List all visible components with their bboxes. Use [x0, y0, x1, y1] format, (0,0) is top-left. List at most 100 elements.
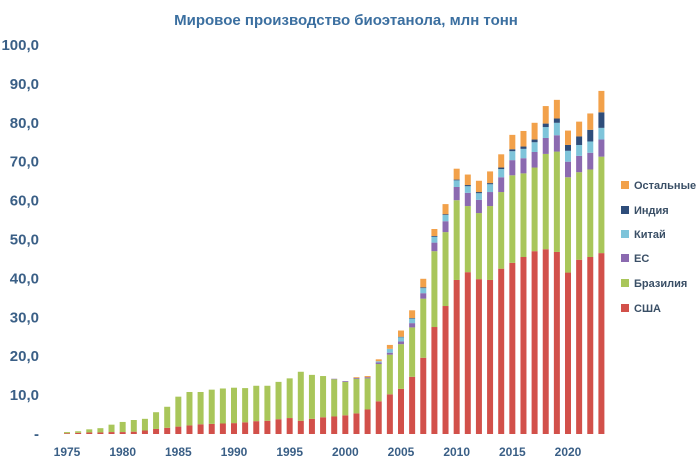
x-tick-label: 1980 [109, 445, 136, 459]
bar-segment [553, 251, 560, 434]
y-tick-label: 20,0 [10, 348, 39, 365]
bar-segment [487, 192, 494, 207]
bar-segment [464, 185, 471, 187]
bar-segment [509, 175, 516, 263]
bar-segment [431, 236, 438, 237]
bar-segment [398, 337, 404, 342]
bar-segment [331, 379, 338, 417]
bar-segment [364, 409, 371, 434]
bar-segment [286, 378, 293, 419]
bar-segment [119, 421, 126, 433]
bar-segment [375, 401, 382, 434]
y-tick-label: 70,0 [10, 154, 39, 171]
legend-label: ЕС [634, 253, 649, 265]
bar-segment [186, 391, 193, 426]
bar-segment [420, 293, 427, 299]
bar-segment [398, 330, 404, 337]
bar-segment [553, 99, 560, 119]
legend-label: Китай [634, 229, 666, 241]
bar-segment [253, 421, 260, 434]
bar-segment [464, 186, 471, 193]
bar-segment [197, 391, 204, 425]
legend-swatch [621, 206, 629, 214]
bar-segment [565, 130, 571, 145]
bar-segment [275, 419, 282, 434]
x-tick-label: 1990 [221, 445, 248, 459]
bar-segment [453, 179, 460, 181]
bar-segment [97, 432, 104, 434]
bar-segment [420, 287, 427, 289]
bar-segment [331, 416, 338, 434]
bar-segment [576, 155, 583, 173]
legend-label: Индия [634, 205, 669, 217]
bar-segment [297, 420, 304, 434]
bar-segment [576, 136, 583, 145]
x-tick-label: 2020 [555, 445, 582, 459]
bar-segment [420, 298, 427, 358]
bar-segment [598, 139, 605, 157]
bar-segment [409, 318, 416, 319]
y-tick-label: 50,0 [10, 232, 39, 249]
bar-segment [576, 259, 583, 434]
bar-segment [375, 362, 382, 364]
bar-segment [108, 424, 115, 433]
bar-segment [498, 177, 505, 193]
bar-segment [386, 354, 393, 395]
bar-segment [475, 192, 482, 194]
bar-segment [587, 152, 594, 170]
bar-segment [164, 406, 171, 428]
bar-segment [64, 433, 70, 434]
bar-segment [208, 423, 215, 434]
x-tick-label: 1985 [165, 445, 192, 459]
bar-segment [475, 279, 482, 434]
bar-segment [353, 378, 360, 414]
bar-segment [375, 359, 382, 362]
bar-segment [398, 344, 404, 389]
bars [64, 90, 605, 434]
bar-segment [509, 134, 516, 150]
bar-segment [498, 167, 505, 170]
y-tick-label: 80,0 [10, 115, 39, 132]
bar-segment [553, 122, 560, 136]
bar-segment [475, 213, 482, 280]
bar-segment [442, 221, 449, 233]
x-tick-label: 2010 [443, 445, 470, 459]
bar-segment [509, 151, 516, 161]
bar-segment [364, 377, 371, 379]
bar-segment [286, 418, 293, 434]
bar-segment [498, 192, 505, 269]
bar-segment [509, 149, 516, 152]
bar-segment [442, 214, 449, 215]
bar-segment [398, 388, 404, 434]
y-tick-label: 10,0 [10, 387, 39, 404]
bar-segment [509, 160, 516, 176]
bar-segment [153, 428, 160, 434]
bar-segment [386, 344, 393, 349]
bar-segment [119, 432, 126, 434]
bar-segment [487, 183, 494, 185]
bar-segment [587, 257, 594, 434]
bar-segment [431, 236, 438, 243]
x-tick-label: 2000 [332, 445, 359, 459]
bar-segment [509, 262, 516, 434]
y-tick-label: - [34, 426, 39, 443]
bar-segment [431, 229, 438, 236]
bar-segment [531, 251, 538, 434]
bar-segment [464, 192, 471, 207]
x-axis: 1975 1980 1985 1990 1995 2000 2005 2010 2015 2020 [54, 445, 582, 459]
bar-segment [498, 154, 505, 168]
bar-segment [242, 422, 249, 434]
x-tick-label: 1975 [54, 445, 81, 459]
bar-segment [598, 112, 605, 128]
bar-segment [531, 151, 538, 168]
bar-segment [487, 279, 494, 434]
bar-segment [364, 376, 371, 378]
bar-segment [231, 387, 237, 424]
bar-segment [565, 161, 571, 178]
bar-segment [242, 388, 249, 423]
bar-segment [231, 423, 237, 434]
bar-segment [164, 427, 171, 434]
bar-segment [598, 156, 605, 254]
bar-segment [553, 135, 560, 152]
y-tick-label: 40,0 [10, 270, 39, 287]
